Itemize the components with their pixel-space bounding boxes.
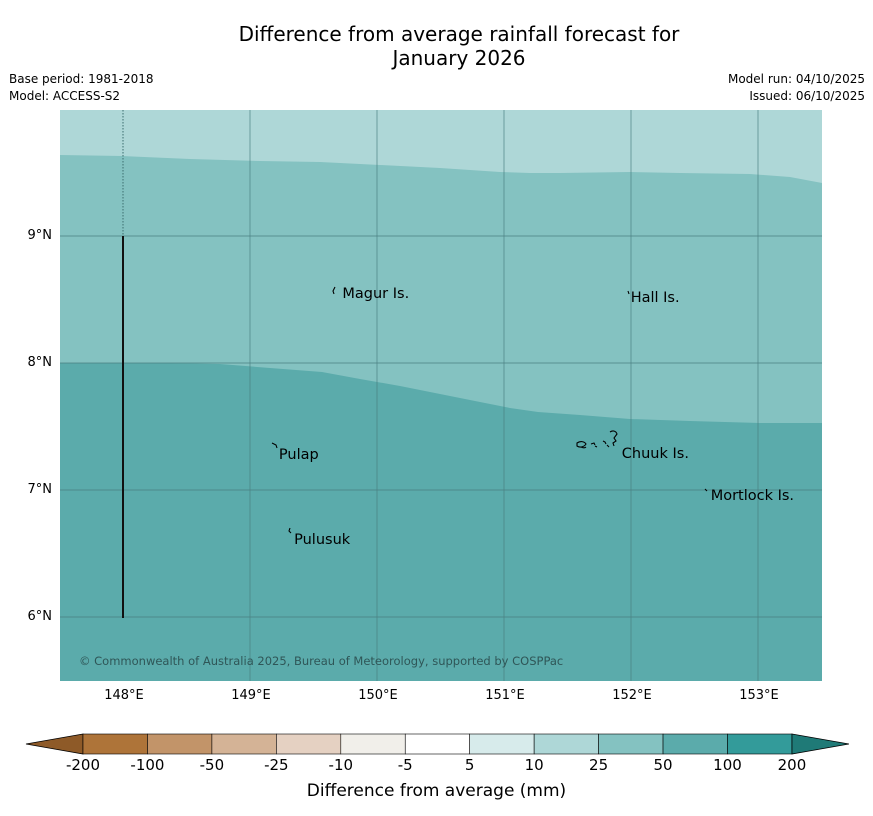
lat-label-9: 9°N (27, 228, 53, 243)
island-magur (332, 286, 336, 295)
colorbar-tick-label: 200 (777, 756, 807, 774)
lon-label-151: 151°E (485, 688, 525, 703)
lat-label-7: 7°N (27, 482, 53, 497)
colorbar-swatch (727, 733, 793, 755)
place-label-hall-is: Hall Is. (630, 289, 680, 306)
island-pulap (271, 442, 278, 449)
model-name: Model: ACCESS-S2 (9, 89, 121, 103)
lon-label-152: 152°E (612, 688, 652, 703)
island-outlines (271, 286, 708, 534)
colorbar-swatch (82, 733, 148, 755)
title-line-1: Difference from average rainfall forecas… (238, 22, 680, 46)
colorbar-swatch (533, 733, 599, 755)
place-label-pulusuk: Pulusuk (294, 532, 351, 549)
colorbar-tick-label: 5 (464, 756, 475, 774)
base-period: Base period: 1981-2018 (9, 72, 154, 86)
colorbar-title: Difference from average (mm) (306, 781, 567, 801)
lon-label-150: 150°E (358, 688, 398, 703)
title-line-2: January 2026 (392, 46, 526, 70)
meta-right: Model run: 04/10/2025 Issued: 06/10/2025 (728, 71, 865, 105)
colorbar-under-arrow (25, 733, 84, 755)
lon-label-149: 149°E (231, 688, 271, 703)
island-chuuk-1 (576, 441, 587, 448)
place-label-mortlock-is: Mortlock Is. (710, 487, 795, 504)
colorbar-over-arrow (791, 733, 850, 755)
island-chuuk-7 (606, 444, 610, 448)
island-pulusuk (288, 527, 292, 534)
colorbar-tick-label: 50 (653, 756, 673, 774)
colorbar-swatch (662, 733, 728, 755)
colorbar-tick-label: -50 (199, 756, 225, 774)
copyright-notice: © Commonwealth of Australia 2025, Bureau… (79, 654, 564, 668)
island-chuuk-3 (590, 442, 596, 446)
island-chuuk-2 (580, 446, 587, 449)
lat-label-6: 6°N (27, 609, 53, 624)
meta-left: Base period: 1981-2018 Model: ACCESS-S2 (9, 71, 154, 105)
place-label-pulap: Pulap (278, 447, 319, 464)
chart-title: Difference from average rainfall forecas… (0, 22, 873, 70)
lon-label-153: 153°E (739, 688, 779, 703)
place-label-chuuk-is: Chuuk Is. (621, 445, 689, 462)
colorbar-tick-label: 25 (589, 756, 609, 774)
colorbar-swatch (147, 733, 213, 755)
issued-date: Issued: 06/10/2025 (749, 89, 865, 103)
island-hall (627, 290, 630, 295)
island-chuuk-4 (594, 445, 598, 448)
zone-50-100 (60, 363, 822, 681)
colorbar-swatch (276, 733, 342, 755)
lon-label-148: 148°E (104, 688, 144, 703)
island-mortlock (704, 488, 708, 492)
colorbar-swatch (598, 733, 664, 755)
island-chuuk-5 (602, 440, 607, 445)
colorbar-tick-label: -5 (397, 756, 413, 774)
colorbar-swatches (25, 733, 850, 755)
colorbar-tick-label: -200 (65, 756, 101, 774)
colorbar-tick-label: -25 (264, 756, 289, 774)
colorbar-swatch (211, 733, 277, 755)
colorbar-swatch (404, 733, 470, 755)
colorbar-swatch (340, 733, 406, 755)
place-label-magur-is: Magur Is. (342, 285, 410, 302)
lat-label-8: 8°N (27, 355, 53, 370)
colorbar-tick-label: -100 (130, 756, 165, 774)
model-run: Model run: 04/10/2025 (727, 72, 865, 86)
graticule (60, 110, 822, 681)
colorbar-tick-label: 100 (713, 756, 742, 774)
colorbar (24, 732, 850, 760)
colorbar-tick-label: 10 (524, 756, 544, 774)
colorbar-swatch (469, 733, 535, 755)
colorbar-tick-label: -10 (328, 756, 354, 774)
map-canvas (60, 110, 822, 681)
island-chuuk-6 (609, 430, 618, 447)
forecast-map: Magur Is. Hall Is. Pulap Chuuk Is. Mortlock … (60, 110, 822, 681)
